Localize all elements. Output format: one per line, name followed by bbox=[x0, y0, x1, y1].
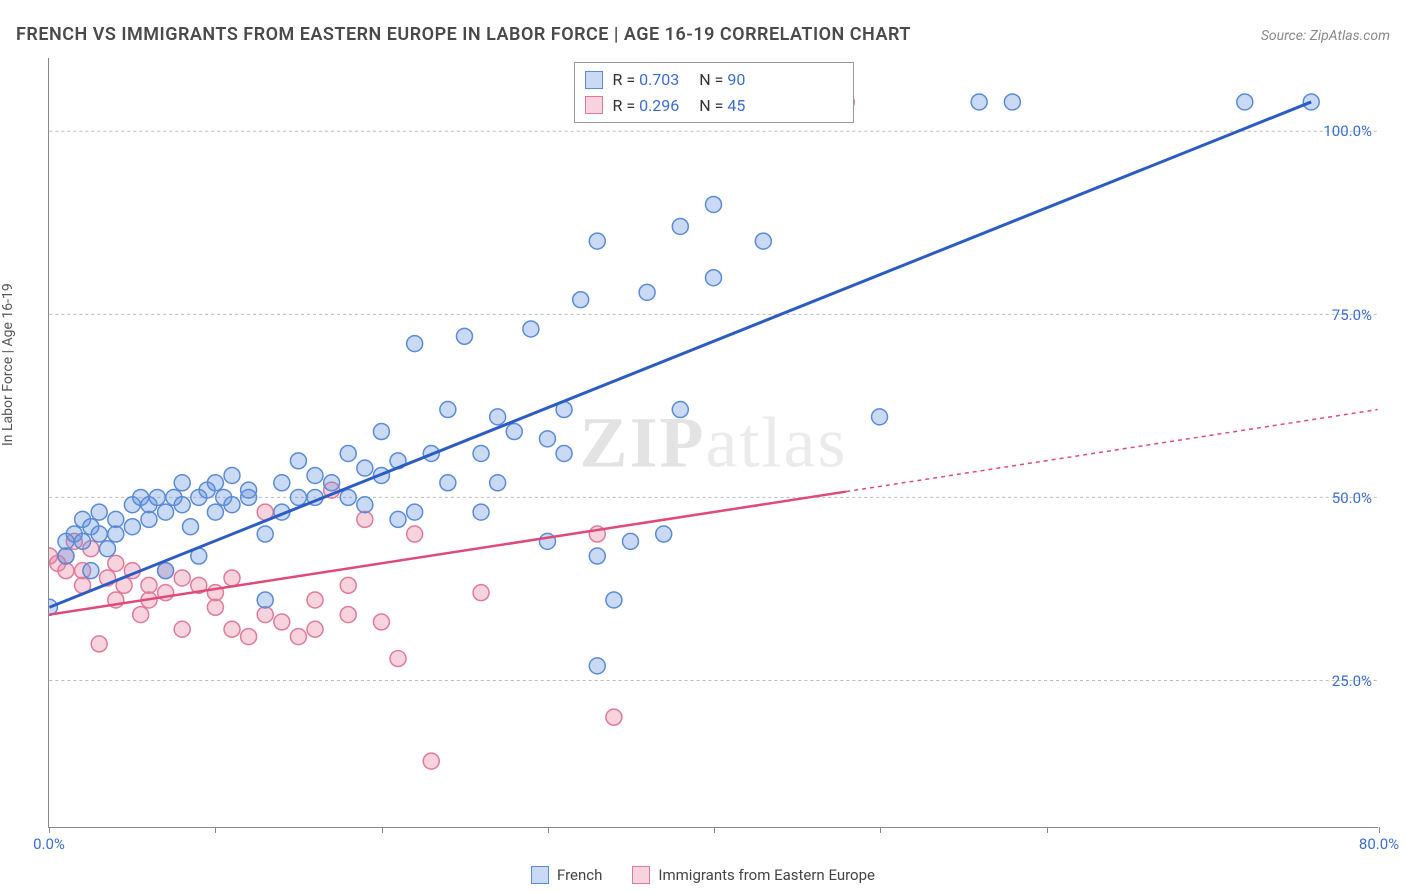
swatch-immigrants bbox=[585, 96, 603, 114]
swatch-immigrants-icon bbox=[632, 866, 650, 884]
plot-area: ZIPatlas R = 0.703 N = 90 R = 0.296 N = … bbox=[48, 58, 1378, 828]
source-label: Source: ZipAtlas.com bbox=[1261, 28, 1390, 44]
legend-label-immigrants: Immigrants from Eastern Europe bbox=[658, 866, 875, 884]
chart-svg bbox=[49, 58, 1378, 827]
x-tick-mark bbox=[548, 827, 549, 833]
y-tick-label: 75.0% bbox=[1332, 306, 1372, 324]
corr-row-french: R = 0.703 N = 90 bbox=[585, 67, 843, 93]
x-tick-mark bbox=[1047, 827, 1048, 833]
x-tick-label: 80.0% bbox=[1359, 835, 1399, 853]
x-tick-mark bbox=[215, 827, 216, 833]
series-legend: French Immigrants from Eastern Europe bbox=[531, 866, 875, 884]
chart-title: FRENCH VS IMMIGRANTS FROM EASTERN EUROPE… bbox=[16, 24, 911, 45]
x-tick-label: 0.0% bbox=[33, 835, 65, 853]
y-axis-label: In Labor Force | Age 16-19 bbox=[0, 283, 16, 446]
swatch-french-icon bbox=[531, 866, 549, 884]
y-tick-label: 100.0% bbox=[1323, 122, 1372, 140]
x-tick-mark bbox=[880, 827, 881, 833]
corr-row-immigrants: R = 0.296 N = 45 bbox=[585, 93, 843, 119]
correlation-legend: R = 0.703 N = 90 R = 0.296 N = 45 bbox=[574, 62, 854, 123]
x-tick-mark bbox=[49, 827, 50, 833]
x-tick-mark bbox=[382, 827, 383, 833]
y-tick-label: 25.0% bbox=[1332, 672, 1372, 690]
legend-item-french: French bbox=[531, 866, 602, 884]
legend-label-french: French bbox=[557, 866, 602, 884]
x-tick-mark bbox=[714, 827, 715, 833]
swatch-french bbox=[585, 71, 603, 89]
legend-item-immigrants: Immigrants from Eastern Europe bbox=[632, 866, 875, 884]
x-tick-mark bbox=[1379, 827, 1380, 833]
y-tick-label: 50.0% bbox=[1332, 489, 1372, 507]
